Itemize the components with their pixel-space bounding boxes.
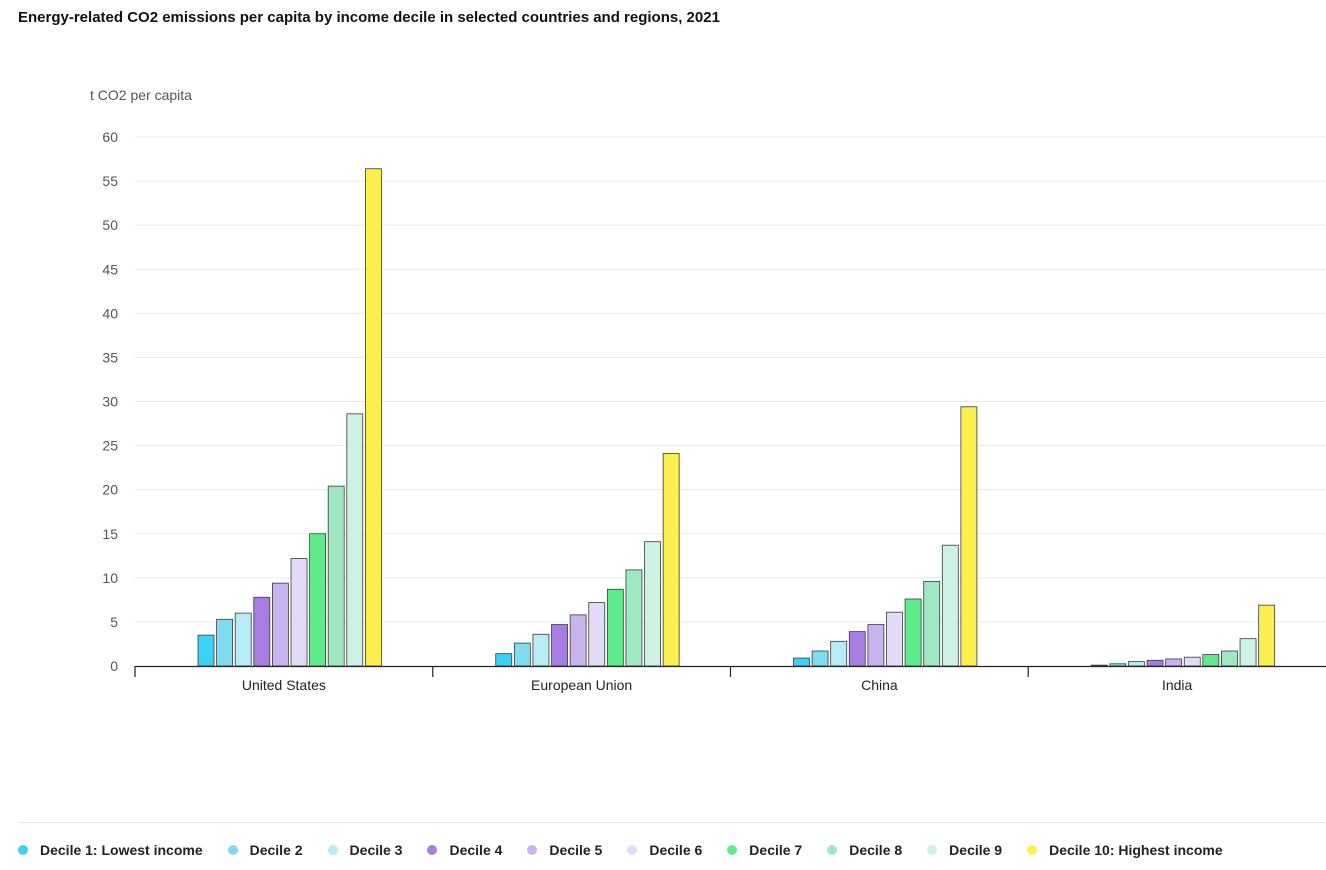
x-tick-label: China: [861, 677, 898, 693]
legend-swatch: [18, 845, 28, 855]
bar: [830, 640, 848, 667]
chart-legend: Decile 1: Lowest income Decile 2 Decile 3 D…: [18, 842, 1248, 858]
legend-item[interactable]: Decile 8: [827, 842, 902, 858]
bar: [1146, 659, 1164, 667]
bar: [309, 533, 327, 667]
bar: [1090, 664, 1108, 667]
bar: [197, 634, 215, 667]
bar: [346, 413, 364, 667]
bar: [364, 168, 382, 667]
bar: [1109, 663, 1127, 667]
y-tick-label: 45: [102, 261, 118, 277]
y-axis-label: t CO2 per capita: [90, 87, 192, 103]
legend-item[interactable]: Decile 5: [527, 842, 602, 858]
legend-swatch: [527, 845, 538, 855]
legend-divider: [18, 822, 1326, 823]
legend-swatch: [227, 845, 238, 855]
x-tick-label: United States: [242, 677, 326, 693]
bar: [793, 657, 810, 667]
bar: [327, 485, 345, 667]
bar: [234, 612, 252, 667]
legend-swatch: [1027, 845, 1038, 855]
legend-item[interactable]: Decile 4: [427, 842, 502, 858]
bar: [271, 582, 289, 667]
legend-item[interactable]: Decile 3: [327, 842, 403, 858]
legend-label: Decile 3: [349, 842, 403, 858]
bar: [886, 611, 903, 667]
legend-label: Decile 10: Highest income: [1049, 842, 1223, 858]
x-tick-label: European Union: [531, 677, 632, 693]
legend-swatch: [427, 845, 438, 855]
legend-label: Decile 9: [949, 842, 1003, 858]
bar: [867, 624, 885, 667]
y-tick-label: 50: [102, 217, 118, 233]
legend-label: Decile 6: [649, 842, 703, 858]
legend-label: Decile 7: [749, 842, 803, 858]
bar: [811, 650, 829, 667]
legend-swatch: [927, 845, 938, 855]
chart-plot-area: t CO2 per capita 0 5 10 15 20 25 30 35 40 45 50 55 60…: [90, 87, 1326, 693]
legend-swatch: [727, 845, 738, 855]
chart-title: Energy-related CO2 emissions per capita …: [18, 9, 720, 26]
bar: [253, 596, 271, 667]
bar: [1258, 604, 1276, 667]
y-tick-label: 15: [102, 526, 118, 542]
bar: [588, 602, 606, 667]
legend-label: Decile 5: [549, 842, 603, 858]
bar: [606, 588, 624, 667]
bar: [904, 598, 922, 667]
bar: [941, 544, 959, 667]
bar: [532, 633, 550, 667]
bar: [1128, 661, 1145, 667]
legend-swatch: [627, 845, 638, 855]
bar: [923, 580, 941, 667]
legend-label: Decile 2: [249, 842, 303, 858]
bar: [960, 406, 978, 667]
bar: [551, 624, 568, 667]
bar: [662, 453, 680, 667]
y-tick-label: 20: [102, 482, 118, 498]
bar: [625, 569, 643, 667]
legend-swatch: [327, 845, 338, 855]
legend-item[interactable]: Decile 10: Highest income: [1027, 842, 1223, 858]
bar: [1165, 658, 1183, 667]
y-tick-label: 10: [102, 570, 118, 586]
legend-item[interactable]: Decile 2: [227, 842, 303, 858]
bar: [1239, 638, 1257, 667]
legend-label: Decile 4: [449, 842, 503, 858]
legend-label: Decile 8: [849, 842, 903, 858]
legend-item[interactable]: Decile 7: [727, 842, 802, 858]
legend-item[interactable]: Decile 9: [927, 842, 1002, 858]
bar: [1221, 650, 1238, 667]
bar: [290, 558, 308, 667]
legend-item[interactable]: Decile 1: Lowest income: [18, 842, 203, 858]
y-tick-label: 35: [102, 349, 118, 365]
y-tick-label: 30: [102, 394, 118, 410]
y-tick-label: 0: [110, 658, 118, 674]
y-tick-label: 5: [110, 614, 118, 630]
y-tick-label: 40: [102, 305, 118, 321]
bar: [513, 642, 531, 667]
x-tick-label: India: [1162, 677, 1193, 693]
bar: [495, 653, 513, 667]
bar: [1183, 656, 1201, 667]
legend-swatch: [827, 845, 838, 855]
bar: [1202, 654, 1220, 667]
y-tick-label: 60: [102, 129, 118, 145]
legend-label: Decile 1: Lowest income: [40, 842, 203, 858]
y-tick-label: 55: [102, 173, 118, 189]
bar: [848, 631, 866, 667]
bar: [644, 541, 661, 667]
bar: [569, 614, 587, 667]
bar: [216, 618, 234, 667]
y-tick-label: 25: [102, 438, 118, 454]
legend-item[interactable]: Decile 6: [627, 842, 702, 858]
